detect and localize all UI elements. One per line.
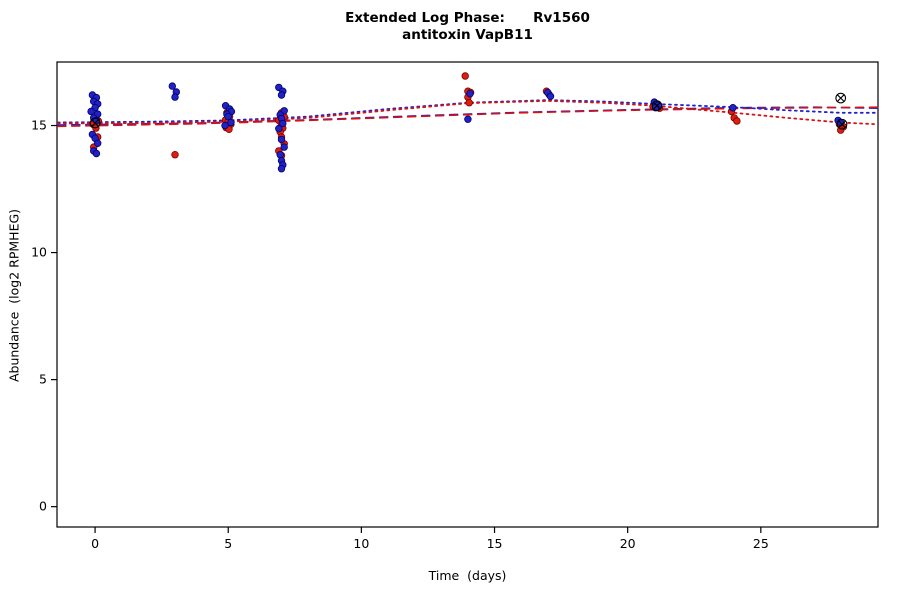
chart-title-line1: Extended Log Phase: Rv1560 xyxy=(345,10,590,26)
blue-data-point xyxy=(729,103,737,112)
flagged-point-circle xyxy=(651,100,663,112)
y-tick-label: 5 xyxy=(39,372,47,387)
red-data-point xyxy=(733,117,741,125)
x-tick-label: 5 xyxy=(224,536,232,551)
flagged-point-x xyxy=(836,94,845,102)
x-axis-label: Time (days) xyxy=(428,568,507,583)
blue-data-point xyxy=(87,107,95,116)
blue-data-point xyxy=(168,82,176,90)
blue-data-point xyxy=(277,135,286,144)
blue-data-point xyxy=(280,143,288,151)
red-dashed-fit xyxy=(56,106,879,128)
blue-data-point xyxy=(276,150,284,159)
flagged-point-circle xyxy=(89,117,101,129)
chart-title-line2: antitoxin VapB11 xyxy=(402,27,533,43)
red-data-point xyxy=(171,150,179,159)
x-tick-label: 25 xyxy=(753,536,769,551)
blue-data-point xyxy=(277,164,286,173)
flagged-point-x xyxy=(653,101,661,110)
plot-box xyxy=(56,61,879,528)
flagged-point-x xyxy=(838,120,846,129)
y-axis-label: Abundance (log2 RPMHEG) xyxy=(6,208,22,383)
blue-data-point xyxy=(221,121,229,130)
blue-data-point xyxy=(227,118,235,127)
blue-data-point xyxy=(171,93,179,101)
blue-data-point xyxy=(279,119,287,128)
blue-data-point xyxy=(546,92,555,100)
x-tick-label: 20 xyxy=(620,536,636,551)
x-tick-label: 15 xyxy=(487,536,503,551)
blue-data-point xyxy=(93,139,102,147)
flagged-point-circle xyxy=(836,118,848,130)
y-tick-label: 0 xyxy=(39,499,47,514)
x-tick-label: 0 xyxy=(91,536,99,551)
flagged-point-x xyxy=(91,119,99,127)
y-tick-label: 15 xyxy=(31,118,47,133)
blue-data-point xyxy=(224,112,232,121)
y-tick-label: 10 xyxy=(31,245,47,260)
flagged-point-circle xyxy=(835,92,847,104)
blue-data-point xyxy=(92,149,101,158)
red-data-point xyxy=(461,72,469,80)
blue-data-point xyxy=(275,124,283,133)
x-tick-label: 10 xyxy=(353,536,369,551)
blue-data-point xyxy=(464,115,472,123)
red-data-point xyxy=(465,98,473,107)
blue-data-point xyxy=(466,90,474,98)
blue-data-point xyxy=(277,91,286,99)
